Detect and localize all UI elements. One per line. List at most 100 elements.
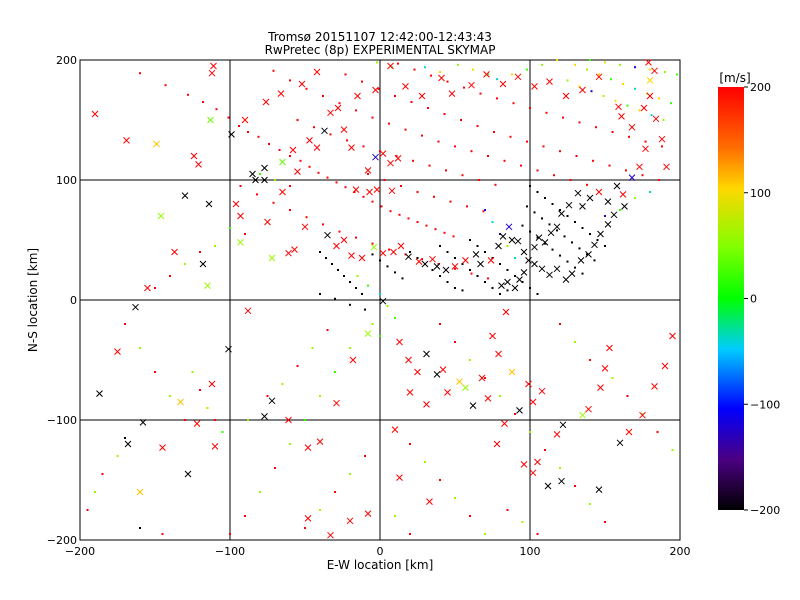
echo-cross [313,68,321,76]
echo-dot [484,533,486,535]
echo-dot [487,73,489,76]
echo-dot [628,135,630,138]
colorbar-tick-label: −100 [750,398,780,411]
echo-dot [544,449,546,451]
echo-cross [558,210,565,217]
echo-cross [669,332,676,340]
echo-cross [646,92,654,100]
echo-dot [383,179,386,181]
echo-dot [379,335,381,337]
echo-cross [559,421,567,429]
echo-cross [348,252,355,259]
echo-cross [228,131,235,138]
echo-dot [581,227,584,229]
echo-cross [333,399,340,407]
echo-dot [634,66,636,69]
echo-dot [529,287,531,289]
colorbar-ticks: 200 100 0 −100 −200 [744,81,780,517]
echo-dot [551,248,554,251]
echo-dot [556,59,558,61]
echo-cross [585,405,592,413]
echo-cross [553,223,561,231]
echo-dot [571,241,573,244]
echo-dot [506,245,509,247]
echo-dot [569,179,572,181]
echo-dot [596,239,599,241]
echo-dot [349,303,351,306]
echo-dot [394,271,396,274]
echo-cross [529,469,537,477]
echo-cross [646,77,654,84]
echo-dot [346,139,348,142]
echo-cross [577,257,585,264]
echo-dot [526,140,528,143]
x-tick-label: 0 [377,545,384,558]
echo-dot [395,155,398,157]
echo-cross [579,203,586,210]
echo-cross [426,498,433,505]
echo-dot [413,68,416,71]
echo-cross [501,420,508,427]
echo-cross [544,482,552,490]
echo-dot [575,155,578,157]
echo-cross [159,444,166,451]
echo-cross [193,420,201,427]
echo-dot [536,191,539,193]
echo-dot [463,86,465,89]
echo-dot [622,83,624,85]
echo-cross [306,137,313,144]
echo-cross [579,86,586,94]
echo-cross [456,378,463,385]
echo-dot [169,395,171,397]
y-tick-label: 100 [56,174,77,187]
echo-cross [520,461,528,468]
echo-cross [586,194,594,202]
echo-dot [619,63,621,66]
echo-dot [425,224,428,227]
echo-dot [494,183,497,186]
echo-dot [461,263,464,265]
echo-dot [439,245,441,247]
echo-dot [338,102,341,105]
echo-cross [177,398,184,406]
echo-cross [397,242,405,250]
echo-dot [124,323,126,325]
echo-dot [319,293,321,295]
echo-dot [334,371,336,373]
echo-cross [132,303,139,311]
echo-cross [373,186,381,193]
echo-cross [451,263,459,270]
echo-dot [337,269,339,271]
echo-dot [86,509,89,511]
echo-dot [619,209,621,211]
echo-dot [479,92,482,95]
echo-cross [433,263,441,270]
echo-dot [578,121,581,124]
echo-dot [658,97,660,100]
echo-dot [454,287,456,289]
echo-cross [379,249,387,257]
echo-cross [136,488,144,496]
echo-dot [367,284,369,287]
echo-dot [533,211,536,214]
echo-dot [589,233,591,235]
echo-dot [247,419,249,421]
echo-cross [261,164,268,172]
echo-cross [144,284,151,292]
echo-cross [462,384,469,391]
echo-dot [187,93,189,96]
echo-cross [264,218,271,226]
echo-cross [184,470,192,478]
echo-dot [124,437,126,439]
echo-dot [641,413,644,415]
echo-dot [676,73,678,76]
echo-cross [642,145,649,153]
echo-dot [454,497,456,499]
echo-dot [521,224,524,227]
echo-cross [514,237,522,245]
echo-dot [266,395,269,397]
echo-dot [586,253,588,256]
echo-cross [628,174,636,181]
echo-dot [304,527,306,529]
echo-dot [506,509,509,511]
